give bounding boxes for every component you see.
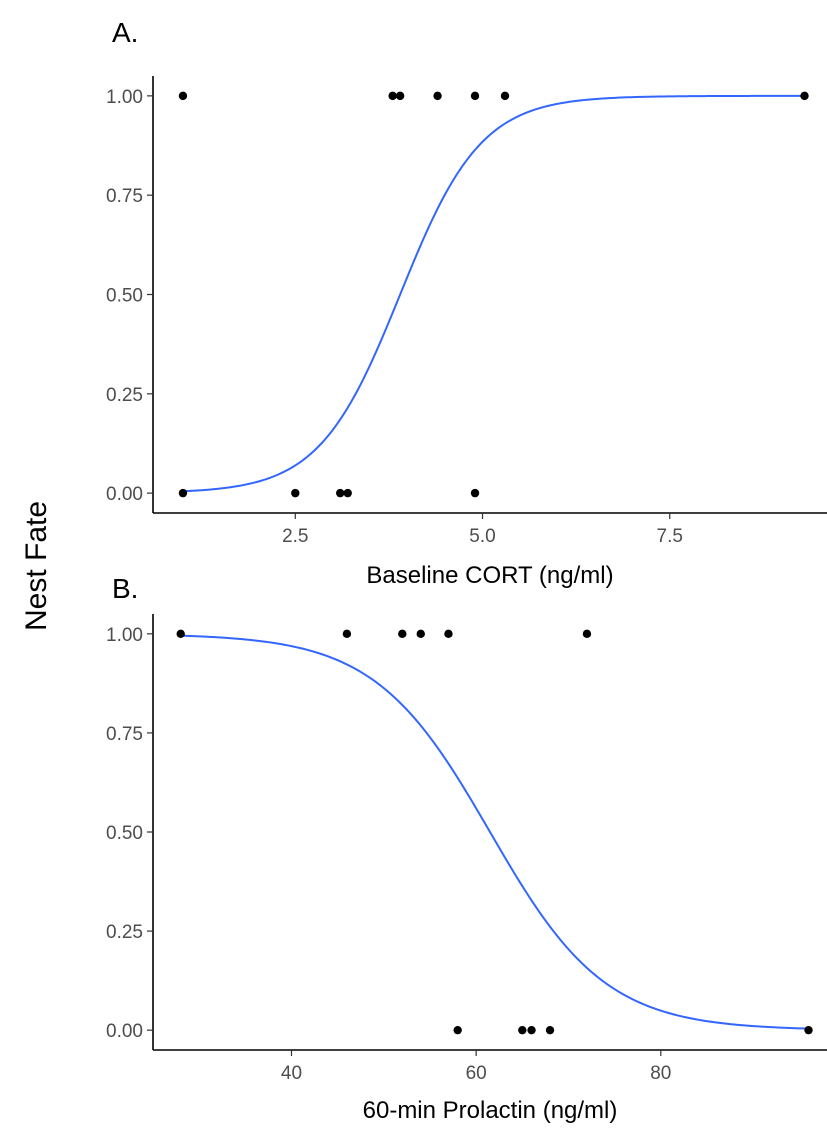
- panel-b: B. 0.00 0.25 0.50 0.75 1.00 40 60 80 60-min Prola…: [106, 573, 827, 1124]
- x-tick-label: 5.0: [469, 526, 495, 547]
- logistic-fit-line: [182, 94, 805, 493]
- x-tick-label: 60: [466, 1063, 487, 1084]
- data-point: [398, 629, 407, 639]
- y-tick-label: 0.25: [106, 922, 143, 943]
- y-tick-label: 0.00: [106, 484, 143, 505]
- y-tick-label: 1.00: [106, 87, 143, 108]
- data-point: [343, 488, 352, 498]
- logistic-fit-line: [180, 634, 809, 1030]
- data-point: [342, 629, 352, 639]
- panel-a: A. 0.00 0.25 0.50 0.75 1.00 2.5 5.0 7.5 Baseline …: [106, 17, 827, 589]
- data-point: [545, 1025, 555, 1035]
- x-tick-label: 7.5: [657, 526, 683, 547]
- data-point: [388, 91, 397, 101]
- data-point: [291, 488, 300, 498]
- data-point: [416, 629, 425, 639]
- data-point: [433, 91, 442, 101]
- data-point: [176, 629, 185, 639]
- y-tick-label: 0.75: [106, 724, 143, 745]
- shared-y-axis-label: Nest Fate: [20, 501, 53, 631]
- panel-label: B.: [112, 573, 138, 604]
- data-point: [804, 1025, 813, 1035]
- data-point: [178, 488, 188, 498]
- y-tick-label: 0.25: [106, 385, 143, 406]
- x-axis-title: Baseline CORT (ng/ml): [366, 562, 613, 589]
- data-point: [800, 91, 809, 101]
- y-tick-label: 1.00: [106, 625, 143, 646]
- data-point: [527, 1025, 536, 1035]
- y-tick-label: 0.00: [106, 1021, 143, 1042]
- data-point: [444, 629, 453, 639]
- data-point: [470, 91, 480, 101]
- data-point: [178, 91, 188, 101]
- y-tick-label: 0.75: [106, 186, 143, 207]
- data-point: [582, 629, 592, 639]
- x-axis-title: 60-min Prolactin (ng/ml): [363, 1097, 618, 1124]
- x-tick-label: 80: [650, 1063, 671, 1084]
- x-tick-label: 40: [281, 1063, 302, 1084]
- y-tick-label: 0.50: [106, 286, 143, 307]
- data-point: [453, 1025, 462, 1035]
- data-point: [500, 91, 510, 101]
- panel-label: A.: [112, 17, 138, 48]
- data-point: [518, 1025, 527, 1035]
- x-tick-label: 2.5: [282, 526, 308, 547]
- data-point: [395, 91, 405, 101]
- data-point: [336, 488, 345, 498]
- y-tick-label: 0.50: [106, 823, 143, 844]
- data-point: [470, 488, 480, 498]
